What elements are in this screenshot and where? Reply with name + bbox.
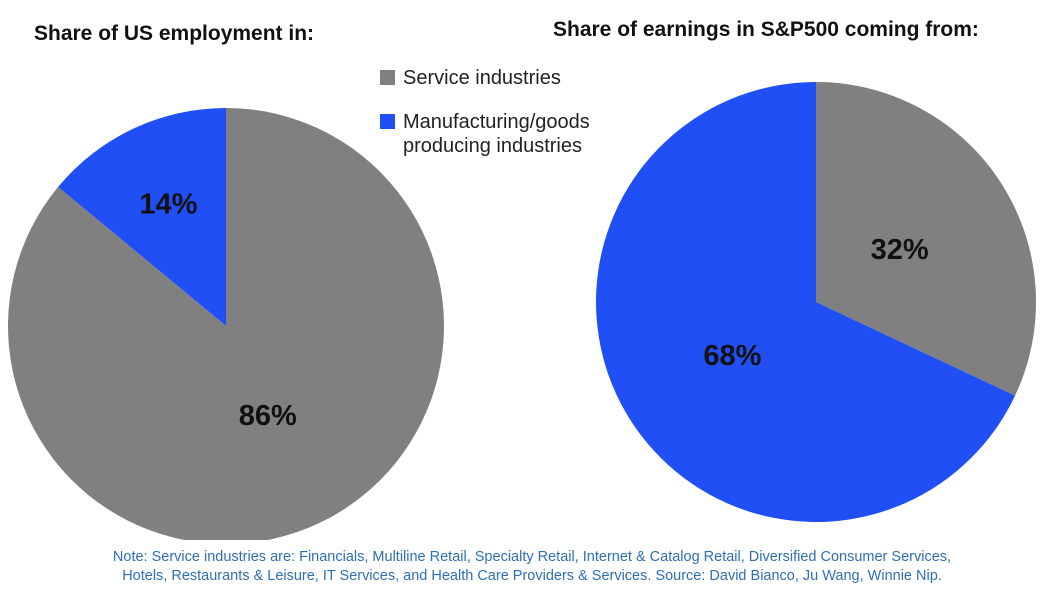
pie-1-slice-manufacturing (596, 81, 1016, 522)
right-chart-title: Share of earnings in S&P500 coming from: (553, 18, 979, 41)
left-chart-title: Share of US employment in: (34, 22, 315, 45)
pie-0-label-service: 86% (239, 400, 297, 432)
pie-0-slice-service (8, 108, 444, 540)
pie-1-label-service: 32% (871, 234, 929, 266)
legend-item-manufacturing: Manufacturing/goods producing industries (380, 110, 643, 158)
legend-item-service: Service industries (380, 66, 643, 90)
pie-0-slice-manufacturing (58, 108, 227, 326)
pie-1-slice-service (816, 82, 1036, 396)
legend-swatch-manufacturing (380, 114, 395, 129)
legend-swatch-service (380, 70, 395, 85)
pie-charts: 14% 86% 32% 68% (8, 81, 1036, 540)
pie-1-label-manufacturing: 68% (703, 340, 761, 372)
legend: Service industries Manufacturing/goods p… (380, 66, 643, 178)
footnote-line-1: Note: Service industries are: Financials… (112, 549, 952, 565)
footnote-line-2: Hotels, Restaurants & Leisure, IT Servic… (122, 568, 942, 584)
legend-label-manufacturing: Manufacturing/goods producing industries (403, 111, 590, 157)
legend-label-service: Service industries (403, 67, 561, 89)
pie-0-label-manufacturing: 14% (139, 189, 197, 221)
footnote: Note: Service industries are: Financials… (0, 548, 1064, 586)
